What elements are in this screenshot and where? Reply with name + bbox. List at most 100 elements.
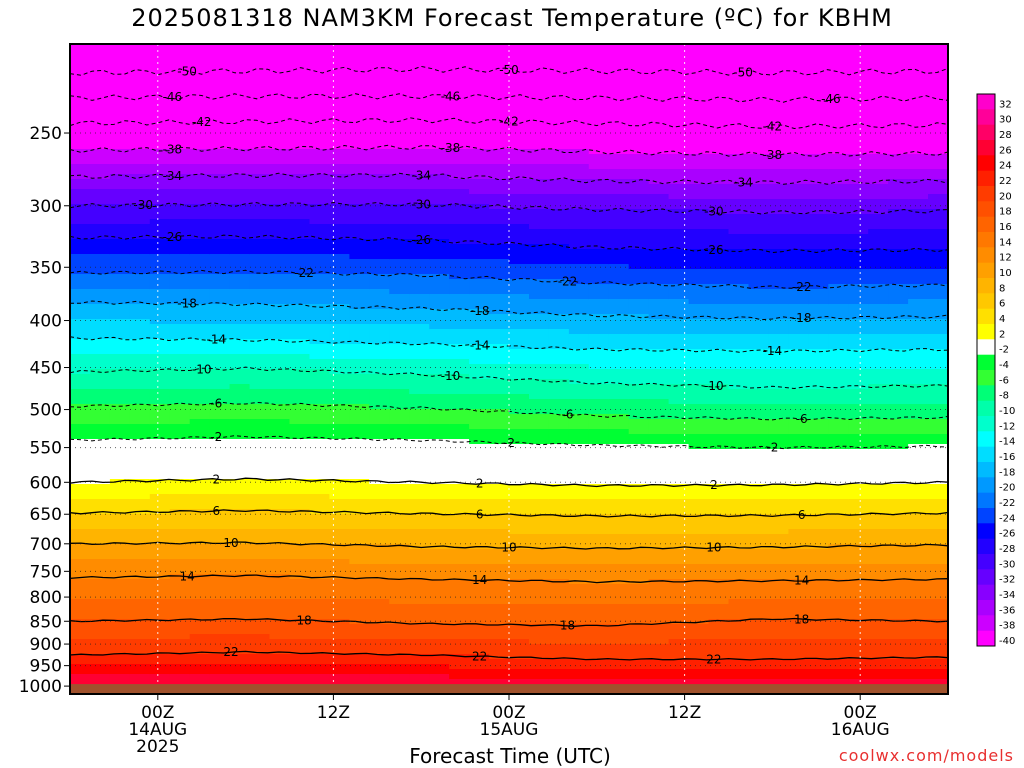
shade-cell [688, 594, 710, 600]
shade-cell [648, 579, 670, 585]
shade-cell [369, 449, 390, 455]
shade-cell [469, 434, 490, 440]
shade-cell [109, 69, 131, 75]
shade-cell [209, 429, 231, 435]
shade-cell [768, 69, 789, 75]
shade-cell [608, 469, 630, 475]
shade-cell [109, 114, 131, 120]
shade-cell [768, 624, 789, 630]
shade-cell [808, 239, 829, 245]
shade-cell [389, 144, 410, 150]
shade-cell [529, 619, 550, 625]
shade-cell [169, 359, 191, 365]
shade-cell [808, 279, 829, 285]
shade-cell [588, 679, 610, 685]
shade-cell [449, 454, 470, 460]
shade-cell [688, 444, 710, 450]
shade-cell [588, 264, 610, 270]
shade-cell [668, 119, 690, 125]
shade-cell [229, 389, 251, 395]
shade-cell [349, 314, 370, 320]
shade-cell [509, 404, 530, 410]
shade-cell [429, 659, 450, 665]
shade-cell [688, 504, 710, 510]
shade-cell [90, 484, 111, 490]
shade-cell [788, 399, 809, 405]
shade-cell [728, 399, 750, 405]
shade-cell [469, 494, 490, 500]
shade-cell [249, 519, 271, 525]
shade-cell [369, 279, 390, 285]
shade-cell [369, 44, 390, 50]
shade-cell [329, 129, 350, 135]
shade-cell [748, 364, 770, 370]
shade-cell [788, 514, 809, 520]
shade-cell [728, 259, 750, 265]
shade-cell [768, 84, 789, 90]
shade-cell [329, 244, 350, 250]
shade-cell [469, 134, 490, 140]
shade-cell [169, 369, 191, 375]
shade-cell [768, 229, 789, 235]
shade-cell [389, 544, 410, 550]
shade-cell [389, 439, 410, 445]
shade-cell [389, 334, 410, 340]
shade-cell [608, 464, 630, 470]
shade-cell [668, 494, 690, 500]
shade-cell [529, 189, 550, 195]
shade-cell [429, 99, 450, 105]
shade-cell [269, 609, 291, 615]
shade-cell [209, 489, 231, 495]
shade-cell [788, 339, 809, 345]
shade-cell [209, 369, 231, 375]
shade-cell [409, 389, 430, 395]
shade-cell [70, 384, 91, 390]
shade-cell [788, 549, 809, 555]
shade-cell [429, 424, 450, 430]
shade-cell [788, 644, 809, 650]
shade-cell [828, 229, 849, 235]
shade-cell [70, 664, 91, 670]
shade-cell [129, 454, 151, 460]
shade-cell [548, 229, 570, 235]
shade-cell [90, 214, 111, 220]
shade-cell [608, 179, 630, 185]
shade-cell [229, 299, 251, 305]
shade-cell [429, 284, 450, 290]
shade-cell [109, 294, 131, 300]
shade-cell [109, 249, 131, 255]
shade-cell [269, 404, 291, 410]
shade-cell [828, 309, 849, 315]
shade-cell [289, 649, 311, 655]
shade-cell [608, 109, 630, 115]
shade-cell [249, 144, 271, 150]
shade-cell [429, 94, 450, 100]
shade-cell [469, 104, 490, 110]
shade-cell [169, 189, 191, 195]
shade-cell [70, 509, 91, 515]
shade-cell [129, 309, 151, 315]
shade-cell [688, 239, 710, 245]
shade-cell [109, 644, 131, 650]
shade-cell [369, 264, 390, 270]
shade-cell [329, 364, 350, 370]
shade-cell [389, 464, 410, 470]
shade-cell [129, 339, 151, 345]
shade-cell [269, 629, 291, 635]
shade-cell [449, 229, 470, 235]
shade-cell [289, 594, 311, 600]
shade-cell [548, 569, 570, 575]
shade-cell [90, 379, 111, 385]
shade-cell [169, 164, 191, 170]
shade-cell [90, 359, 111, 365]
shade-cell [409, 674, 430, 680]
shade-cell [788, 199, 809, 205]
shade-cell [588, 524, 610, 530]
shade-cell [409, 634, 430, 640]
shade-cell [209, 564, 231, 570]
shade-cell [529, 514, 550, 520]
shade-cell [509, 319, 530, 325]
shade-cell [129, 489, 151, 495]
shade-cell [70, 374, 91, 380]
shade-cell [668, 484, 690, 490]
